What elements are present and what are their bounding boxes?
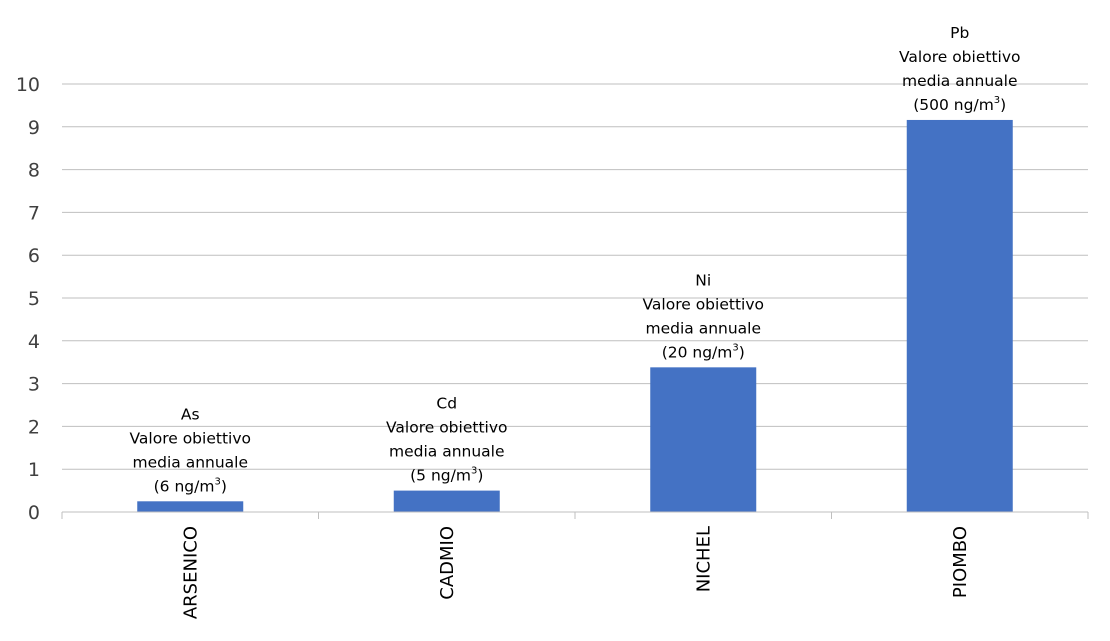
y-tick-label: 6 [28, 245, 40, 267]
annotation-limit-close: ) [477, 467, 483, 485]
annotation-line: media annuale [645, 319, 761, 337]
annotation-line: Ni [695, 271, 711, 289]
y-tick-label: 10 [16, 74, 40, 96]
annotation-line: Valore obiettivo [643, 295, 764, 313]
bar-nichel [650, 367, 757, 512]
category-labels: ARSENICO CADMIO NICHEL PIOMBO [180, 526, 971, 619]
annotation-line: As [181, 405, 200, 423]
annotation-line: media annuale [902, 72, 1018, 90]
annotation-limit-value: (5 ng/m [410, 467, 471, 485]
annotation-line: Cd [436, 395, 457, 413]
annotation-line: Pb [950, 24, 969, 42]
bar-cadmio [393, 490, 500, 512]
annotation-limit-value: (20 ng/m [662, 343, 733, 361]
annotation-limit: (5 ng/m3) [410, 466, 483, 485]
y-tick-label: 1 [28, 459, 40, 481]
y-tick-label: 0 [28, 502, 40, 524]
annotation-limit-close: ) [1000, 96, 1006, 114]
y-axis-tick-labels: 0 1 2 3 4 5 6 7 8 9 10 [16, 74, 40, 524]
annotation-line: media annuale [132, 453, 248, 471]
y-tick-label: 3 [28, 374, 40, 396]
annotation-limit-close: ) [221, 477, 227, 495]
annotation-limit-superscript: 3 [214, 476, 220, 487]
annotation-limit-superscript: 3 [994, 95, 1000, 106]
y-tick-label: 2 [28, 416, 40, 438]
gridlines [62, 83, 1088, 470]
bar-piombo [906, 119, 1013, 513]
y-tick-label: 9 [28, 117, 40, 139]
bars [137, 119, 1013, 513]
y-tick-label: 4 [28, 331, 40, 353]
y-tick-label: 5 [28, 288, 40, 310]
category-label: CADMIO [437, 526, 458, 600]
category-label: ARSENICO [180, 526, 201, 619]
bar-arsenico [137, 501, 244, 512]
category-label: PIOMBO [950, 526, 971, 598]
category-label: NICHEL [693, 526, 714, 592]
annotation-line: Valore obiettivo [899, 48, 1020, 66]
annotation-limit-value: (500 ng/m [913, 96, 994, 114]
annotation-limit: (500 ng/m3) [913, 95, 1006, 114]
annotation-limit: (6 ng/m3) [154, 476, 227, 495]
y-tick-label: 8 [28, 160, 40, 182]
annotation-line: Valore obiettivo [130, 429, 251, 447]
annotation-limit-superscript: 3 [471, 466, 477, 477]
annotation-line: Valore obiettivo [386, 419, 507, 437]
y-tick-label: 7 [28, 202, 40, 224]
x-axis [61, 511, 1089, 519]
annotation-limit-close: ) [739, 343, 745, 361]
annotation-line: media annuale [389, 443, 505, 461]
annotation-limit-value: (6 ng/m [154, 477, 215, 495]
annotation-limit: (20 ng/m3) [662, 342, 745, 361]
annotation-limit-superscript: 3 [732, 342, 738, 353]
